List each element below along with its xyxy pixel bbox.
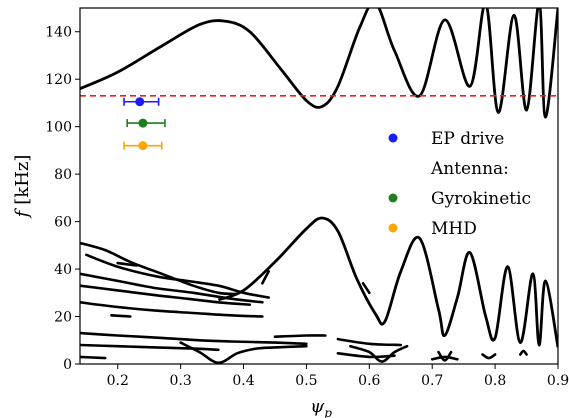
legend-entry-ep-drive: EP drive	[388, 129, 504, 149]
x-tick-label: 0.5	[295, 373, 317, 389]
continuum-fragment-6	[80, 331, 308, 346]
y-tick-label: 20	[54, 310, 72, 326]
legend-entry-gyrokinetic: Gyrokinetic	[388, 189, 531, 209]
x-tick-label: 0.6	[358, 373, 380, 389]
continuum-fragment-14	[349, 344, 409, 363]
legend-entry-antenna: Antenna:	[430, 159, 509, 179]
continuum-fragment-9	[179, 341, 308, 364]
legend-marker	[388, 133, 398, 143]
y-tick-label: 100	[45, 120, 72, 136]
y-tick-label: 40	[54, 262, 72, 278]
continuum-fragment-2	[85, 253, 270, 299]
legend-marker	[388, 223, 398, 233]
continuum-fragment-17	[361, 282, 371, 295]
x-tick-label: 0.4	[232, 373, 254, 389]
x-tick-label: 0.3	[169, 373, 191, 389]
legend-label: MHD	[431, 219, 477, 239]
x-tick-label: 0.9	[547, 373, 569, 389]
point-marker	[135, 97, 145, 107]
y-tick-label: 120	[45, 72, 72, 88]
continuum-fragment-13	[261, 270, 270, 285]
continuum-fragment-3	[80, 272, 264, 304]
x-axis-label-sub: p	[324, 406, 332, 418]
point-marker	[138, 141, 148, 151]
continuum-fragment-12	[110, 314, 132, 318]
legend-label: EP drive	[431, 129, 504, 149]
y-axis-label-unit: [kHz]	[12, 155, 33, 205]
y-tick-label: 140	[45, 25, 72, 41]
x-axis-label-main: ψ	[310, 396, 325, 417]
continuum-fragment-21	[430, 355, 459, 361]
point-gyrokinetic	[126, 118, 166, 128]
continuum-fragment-18	[437, 350, 453, 362]
axes-frame	[79, 7, 559, 365]
continuum-fragment-20	[519, 349, 528, 356]
y-tick-label: 60	[54, 215, 72, 231]
x-tick-label: 0.8	[484, 373, 506, 389]
point-marker	[138, 118, 148, 128]
continuum-fragment-10	[273, 334, 327, 338]
legend-marker	[388, 193, 398, 203]
continuum-fragment-16	[336, 337, 403, 347]
continuum-fragment-8	[80, 355, 107, 360]
legend-entry-mhd: MHD	[388, 219, 477, 239]
continuum-fragment-1	[80, 241, 239, 296]
legend-label: Gyrokinetic	[431, 189, 531, 209]
continuum-fragment-5	[80, 301, 264, 318]
y-tick-label: 0	[63, 357, 72, 373]
x-tick-label: 0.7	[421, 373, 443, 389]
continuum-fragment-15	[336, 352, 396, 359]
point-ep-drive	[123, 97, 160, 107]
x-axis-label: ψp	[310, 396, 332, 418]
x-tick-label: 0.2	[107, 373, 129, 389]
continuum-fragment-19	[481, 353, 497, 360]
y-tick-label: 80	[54, 167, 72, 183]
continuum-fragment-7	[80, 343, 220, 352]
point-mhd	[123, 141, 163, 151]
legend-label: Antenna:	[430, 159, 509, 179]
y-axis-label: f [kHz]	[12, 155, 33, 220]
lower-continuum-line	[217, 216, 558, 348]
upper-continuum-line	[80, 8, 558, 119]
continuum-fragment-4	[80, 284, 252, 306]
continuum-fragment-11	[116, 261, 138, 267]
y-axis-label-var: f	[12, 207, 33, 219]
